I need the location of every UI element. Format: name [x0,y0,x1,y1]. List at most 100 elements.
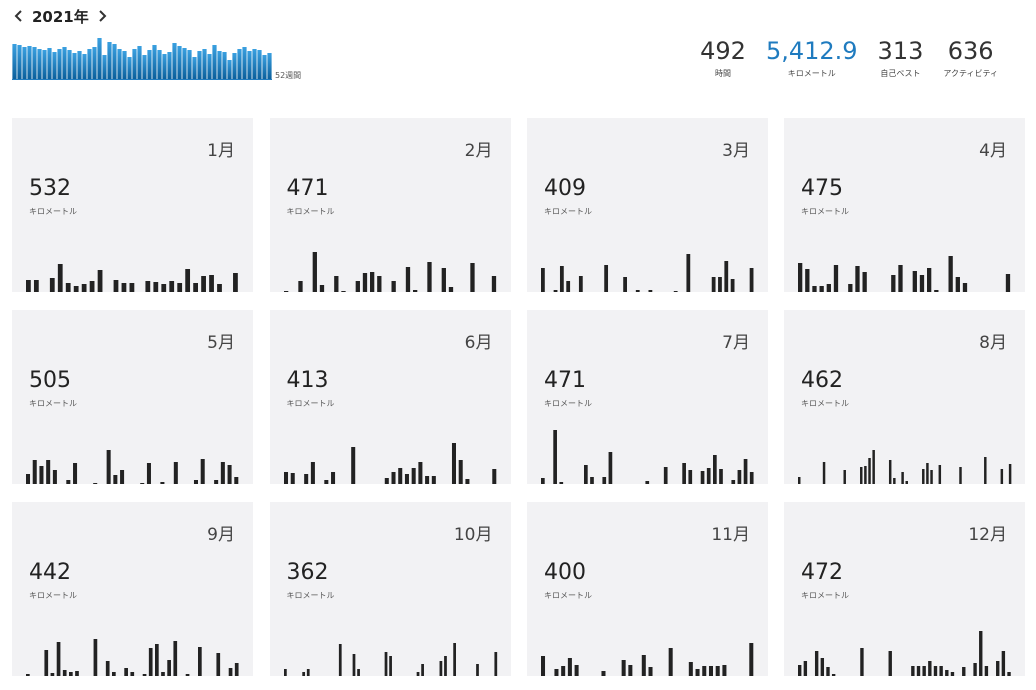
month-label: 1月 [207,141,235,161]
day-bar [798,665,802,676]
day-bar [719,469,723,484]
day-bar [452,643,456,676]
month-card[interactable]: 11月 400 キロメートル [527,502,768,676]
day-bar [711,277,716,292]
day-bar [553,430,557,484]
daily-distance-bars [283,443,496,484]
distance-unit: キロメートル [29,399,77,408]
day-bar [66,480,71,484]
day-bar [559,482,564,484]
month-card[interactable]: 3月 409 キロメートル [527,118,768,292]
week-bar [162,54,167,80]
day-bar [405,267,410,292]
week-bar [137,46,142,80]
week-bar [237,49,242,80]
day-bar [426,262,432,292]
day-bar [411,468,416,484]
week-bar [207,54,212,80]
chevron-left-icon[interactable] [10,5,28,27]
day-bar [621,660,626,676]
month-distance: 462 [801,368,843,393]
day-bar [927,268,932,292]
month-card[interactable]: 2月 471 キロメートル [269,118,511,292]
day-bar [590,477,594,484]
day-bar [26,280,31,292]
week-bar [262,55,267,80]
distance-unit: キロメートル [801,399,849,408]
day-bar [185,674,190,676]
week-bar [147,50,152,80]
day-bar [688,470,693,484]
day-bar [185,269,191,292]
month-distance: 413 [286,368,329,393]
week-bar [167,52,172,80]
day-bar [641,655,646,676]
month-distance: 362 [286,560,329,585]
week-bar [212,45,217,80]
day-bar [984,666,989,676]
day-bar [945,670,949,676]
week-bar [67,50,72,80]
chevron-right-icon[interactable] [93,5,111,27]
distance-unit: キロメートル [544,399,592,408]
month-label: 4月 [979,141,1007,161]
distance-unit: キロメートル [544,591,592,600]
day-bar [39,466,44,484]
week-bar [132,49,137,80]
month-label: 5月 [207,333,235,353]
month-card[interactable]: 1月 532 キロメートル [12,118,253,292]
day-bar [922,469,925,484]
day-bar [362,273,367,292]
day-bar [73,286,79,292]
month-card[interactable]: 5月 505 キロメートル [12,310,253,484]
month-distance: 471 [544,368,586,393]
week-bar [157,50,162,80]
day-bar [312,252,317,292]
day-bar [388,656,392,676]
month-card[interactable]: 7月 471 キロメートル [527,310,768,484]
day-bar [376,276,381,292]
daily-distance-bars [798,631,1011,676]
day-bar [962,283,968,292]
day-bar [469,263,475,292]
week-bar [97,38,102,80]
month-card[interactable]: 6月 413 キロメートル [269,310,511,484]
stat-activities: 636 アクティビティ [933,36,1008,79]
week-bar [112,44,117,80]
daily-distance-bars [541,643,754,676]
distance-unit: キロメートル [286,399,335,408]
day-bar [891,275,896,292]
month-card[interactable]: 10月 362 キロメートル [269,502,511,676]
day-bar [62,670,67,676]
month-card[interactable]: 8月 462 キロメートル [784,310,1025,484]
day-bar [146,463,151,484]
month-card[interactable]: 9月 442 キロメートル [12,502,253,676]
day-bar [391,281,396,292]
day-bar [145,281,151,292]
week-bar [172,43,177,80]
day-bar [578,276,583,292]
day-bar [44,650,49,676]
summary-stats: 492 時間 5,412.9 キロメートル 313 自己ベスト 636 アクティ… [690,36,1008,79]
day-bar [962,667,966,676]
day-bar [805,269,810,292]
day-bar [491,276,496,292]
month-card[interactable]: 4月 475 キロメートル [784,118,1025,292]
day-bar [743,459,748,484]
day-bar [73,463,78,484]
day-bar [567,658,572,676]
month-label: 11月 [711,525,750,545]
month-card[interactable]: 12月 472 キロメートル [784,502,1025,676]
day-bar [673,291,678,292]
day-bar [49,278,55,292]
week-bar [87,49,92,80]
day-bar [1001,651,1006,676]
day-bar [541,656,546,676]
weeks-label: 52週間 [275,71,302,80]
day-bar [52,470,57,484]
day-bar [803,661,808,676]
day-bar [301,672,305,676]
stat-activities-value: 636 [947,37,994,65]
day-bar [934,290,939,292]
week-bar [122,51,127,80]
